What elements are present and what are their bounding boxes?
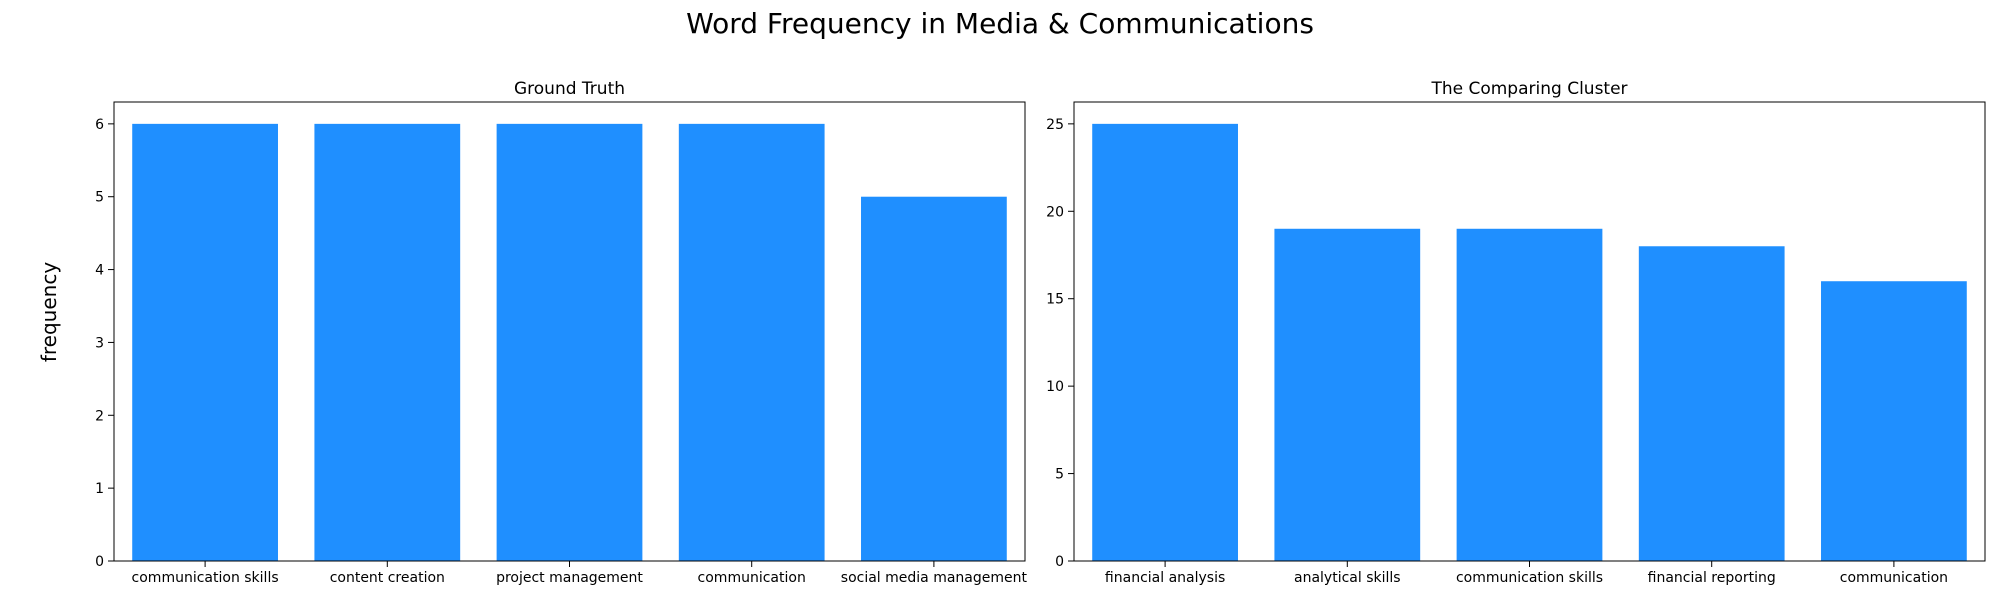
- x-tick-label: communication skills: [1456, 570, 1603, 586]
- x-tick-label: content creation: [330, 570, 445, 586]
- bar-2: [1274, 228, 1421, 561]
- y-tick-label: 3: [95, 335, 104, 351]
- y-tick-label: 6: [95, 117, 104, 133]
- x-tick-label: social media management: [841, 570, 1028, 586]
- y-tick-label: 0: [1055, 554, 1064, 570]
- y-tick-label: 5: [1055, 467, 1064, 483]
- y-tick-label: 20: [1046, 204, 1064, 220]
- y-tick-label: 15: [1046, 292, 1064, 308]
- panel-title: Ground Truth: [514, 79, 625, 99]
- y-tick-label: 2: [95, 408, 104, 424]
- y-tick-label: 25: [1046, 117, 1064, 133]
- bar-5: [861, 196, 1007, 561]
- y-tick-label: 5: [95, 190, 104, 206]
- y-tick-label: 0: [95, 554, 104, 570]
- x-tick-label: communication: [698, 570, 806, 586]
- panel-title: The Comparing Cluster: [1430, 79, 1627, 99]
- figure-title: Word Frequency in Media & Communications: [686, 7, 1314, 40]
- x-tick-label: financial analysis: [1105, 570, 1225, 586]
- bar-3: [496, 123, 643, 561]
- bar-1: [1092, 123, 1238, 561]
- x-tick-label: communication: [1840, 570, 1948, 586]
- bar-1: [132, 123, 278, 561]
- bar-4: [1638, 246, 1785, 561]
- chart-panel-ground-truth: Ground Truth 0 1 2 3 4 5 6 communication skills c…: [95, 79, 1027, 586]
- bar-3: [1456, 228, 1603, 561]
- x-tick-label: financial reporting: [1648, 570, 1776, 586]
- y-tick-label: 4: [95, 263, 104, 279]
- x-tick-label: analytical skills: [1294, 570, 1401, 586]
- bar-2: [314, 123, 461, 561]
- bar-5: [1821, 281, 1967, 561]
- x-tick-label: communication skills: [132, 570, 279, 586]
- x-tick-label: project management: [496, 570, 643, 586]
- chart-panel-comparing-cluster: The Comparing Cluster 0 5 10 15 20 25 financial…: [1046, 79, 1986, 586]
- figure-ylabel: frequency: [37, 262, 61, 362]
- bar-4: [678, 123, 825, 561]
- y-tick-label: 10: [1046, 379, 1064, 395]
- y-tick-label: 1: [95, 481, 104, 497]
